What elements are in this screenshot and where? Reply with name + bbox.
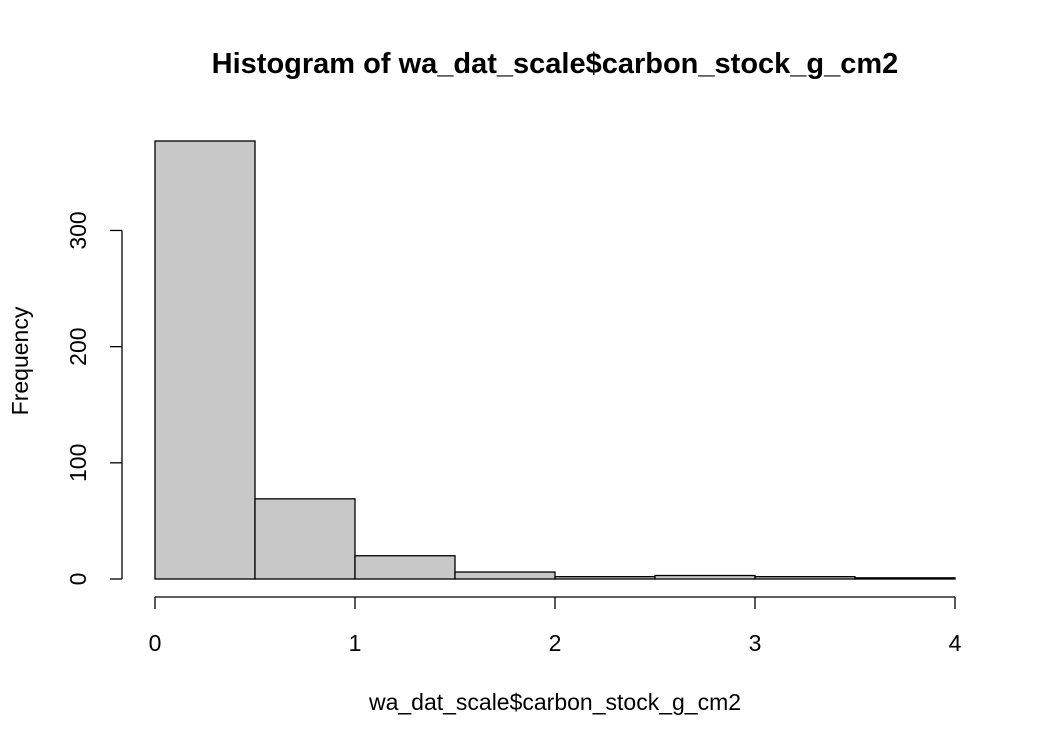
- histogram-bar-5: [654, 574, 756, 580]
- x-tick-label-1: 1: [349, 630, 362, 656]
- y-tick-label-2: 200: [65, 327, 91, 365]
- x-axis: 0 1 2 3 4: [149, 596, 962, 656]
- y-axis: 0 100 200 300: [65, 211, 123, 586]
- y-axis-label: Frequency: [7, 306, 33, 415]
- y-tick-label-0: 0: [65, 573, 91, 586]
- histogram-bar-7: [854, 577, 956, 580]
- histogram-bar-6: [754, 576, 856, 580]
- histogram-bar-4: [554, 576, 656, 580]
- x-axis-label: wa_dat_scale$carbon_stock_g_cm2: [368, 689, 741, 715]
- histogram-bar-3: [454, 571, 556, 580]
- x-tick-label-3: 3: [749, 630, 762, 656]
- y-tick-label-3: 300: [65, 211, 91, 249]
- histogram-bar-1: [254, 498, 356, 580]
- y-tick-label-1: 100: [65, 444, 91, 482]
- x-tick-label-0: 0: [149, 630, 162, 656]
- x-tick-label-2: 2: [549, 630, 562, 656]
- x-tick-label-4: 4: [949, 630, 962, 656]
- histogram-bar-0: [154, 140, 256, 580]
- histogram-bar-2: [354, 555, 456, 580]
- chart-title: Histogram of wa_dat_scale$carbon_stock_g…: [212, 48, 899, 80]
- bars-group: [154, 140, 956, 580]
